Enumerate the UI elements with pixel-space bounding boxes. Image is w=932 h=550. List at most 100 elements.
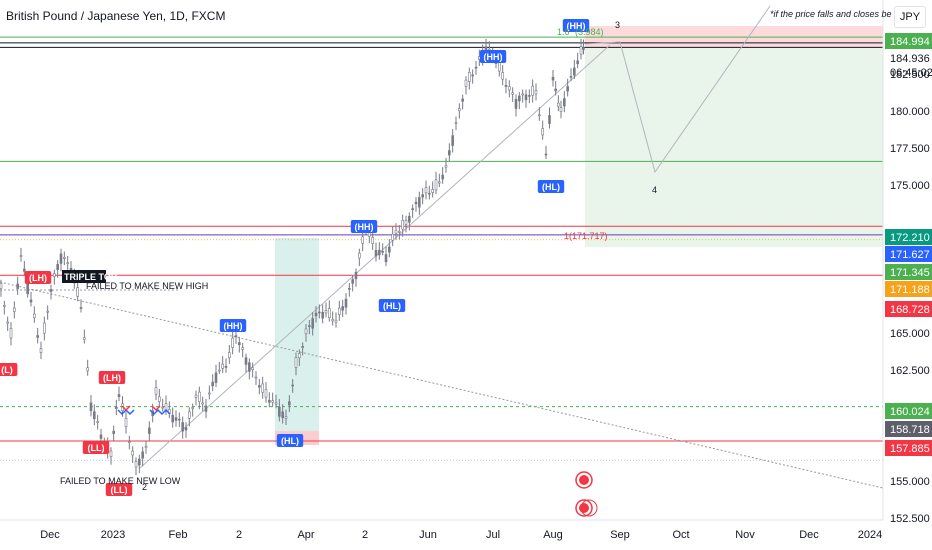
- long-target-zone: [275, 238, 319, 431]
- candle-body: [224, 365, 228, 368]
- chart-title: British Pound / Japanese Yen, 1D, FXCM: [6, 9, 225, 23]
- candle-body: [518, 95, 521, 102]
- price-tag-label: 157.885: [890, 443, 930, 455]
- wave-2-label: 2: [142, 482, 147, 492]
- y-tick-label: 155.000: [890, 476, 930, 488]
- currency-selector[interactable]: JPY: [894, 6, 926, 28]
- candle-body: [284, 416, 288, 419]
- candle-body: [0, 283, 3, 289]
- candle-body: [228, 352, 231, 359]
- candle-body: [441, 174, 444, 180]
- candle-body: [428, 192, 431, 195]
- candle-body: [331, 319, 334, 322]
- structure-label: (HL): [383, 301, 401, 311]
- candle-body: [314, 312, 318, 317]
- structure-label: (HL): [542, 182, 560, 192]
- structure-label: (LL): [88, 443, 105, 453]
- candle-body: [274, 402, 278, 405]
- candle-body: [514, 98, 518, 109]
- candle-body: [508, 86, 511, 91]
- price-tag-label: 184.994: [890, 36, 930, 48]
- candle-body: [254, 376, 258, 379]
- ascending-trendline: [139, 44, 611, 469]
- event-flag-icon: [575, 499, 598, 517]
- failed-high-label: FAILED TO MAKE NEW HIGH: [86, 281, 208, 291]
- wave-4-label: 4: [652, 185, 657, 195]
- candle-body: [208, 392, 211, 395]
- candle-body: [191, 407, 194, 409]
- price-tag-label: 171.188: [890, 284, 930, 296]
- candle-body: [311, 318, 314, 329]
- structure-label-badge: [105, 483, 133, 496]
- candle-body: [354, 271, 358, 280]
- x-tick-label: Jun: [419, 529, 437, 541]
- candle-body: [9, 327, 13, 339]
- candle-body: [304, 328, 308, 335]
- candle-body: [384, 254, 388, 263]
- candle-body: [401, 220, 404, 230]
- candle-body: [524, 94, 528, 101]
- candle-body: [324, 310, 328, 314]
- zigzag-marks-red: [121, 405, 161, 412]
- price-tag: [885, 421, 932, 437]
- candle-body: [431, 189, 434, 193]
- y-tick-label: 165.000: [890, 328, 930, 340]
- candle-body: [351, 279, 354, 284]
- candle-body: [76, 287, 79, 297]
- structure-label-badge: [537, 180, 565, 193]
- price-tag-label: 168.728: [890, 304, 930, 316]
- x-tick-label: Dec: [40, 529, 60, 541]
- time-axis[interactable]: Dec 2023 Feb 2 Apr 2 Jun Jul Aug Sep Oct Nov Dec 2024: [0, 519, 883, 541]
- candle-body: [348, 288, 351, 290]
- candle-body: [271, 400, 274, 403]
- candle-body: [414, 201, 418, 205]
- failed-low-label: FAILED TO MAKE NEW LOW: [60, 476, 181, 486]
- price-tag: [885, 33, 932, 49]
- structure-label-badge: [24, 271, 52, 284]
- price-tag: [885, 301, 932, 317]
- candle-body: [148, 427, 151, 434]
- annotations: TRIPLE TOP FAILED TO MAKE NEW HIGH FAILE…: [60, 20, 657, 517]
- candle-body: [241, 347, 244, 350]
- price-axis[interactable]: 182.500 180.000 177.500 175.000 165.000 162.5…: [882, 0, 932, 525]
- x-tick-label: Feb: [169, 529, 188, 541]
- y-tick-label: 06:45:02: [890, 67, 932, 79]
- candle-body: [83, 337, 86, 340]
- short-stop-zone: [585, 26, 883, 47]
- candle-body: [544, 153, 548, 156]
- price-tag: [885, 403, 932, 419]
- candle-body: [341, 306, 344, 311]
- projection-path: [584, 5, 771, 174]
- candle-body: [79, 307, 83, 309]
- y-tick-label: 182.500: [890, 69, 930, 81]
- candle-body: [248, 362, 251, 372]
- candle-body: [294, 357, 298, 368]
- candle-body: [566, 86, 569, 92]
- candle-body: [36, 335, 39, 338]
- candle-body: [201, 402, 204, 405]
- structure-label: (HH): [567, 21, 586, 31]
- candle-body: [244, 357, 248, 365]
- candle-body: [63, 257, 66, 259]
- candle-body: [569, 76, 573, 78]
- x-tick-label: Apr: [297, 529, 314, 541]
- candle-body: [258, 385, 261, 388]
- x-tick-label: Sep: [610, 529, 630, 541]
- candle-body: [16, 283, 19, 289]
- candle-body: [464, 79, 468, 87]
- candle-body: [461, 98, 464, 102]
- candle-body: [89, 402, 93, 412]
- candle-body: [582, 47, 585, 50]
- candle-body: [261, 383, 264, 393]
- candle-body: [371, 237, 374, 244]
- candle-body: [291, 384, 294, 387]
- candle-body: [96, 421, 99, 423]
- event-flag-icon: [575, 471, 593, 489]
- candle-body: [112, 430, 115, 434]
- candle-body: [288, 401, 291, 406]
- candle-body: [221, 363, 224, 369]
- x-tick-label: Dec: [799, 529, 819, 541]
- price-tag-label: 160.024: [890, 406, 930, 418]
